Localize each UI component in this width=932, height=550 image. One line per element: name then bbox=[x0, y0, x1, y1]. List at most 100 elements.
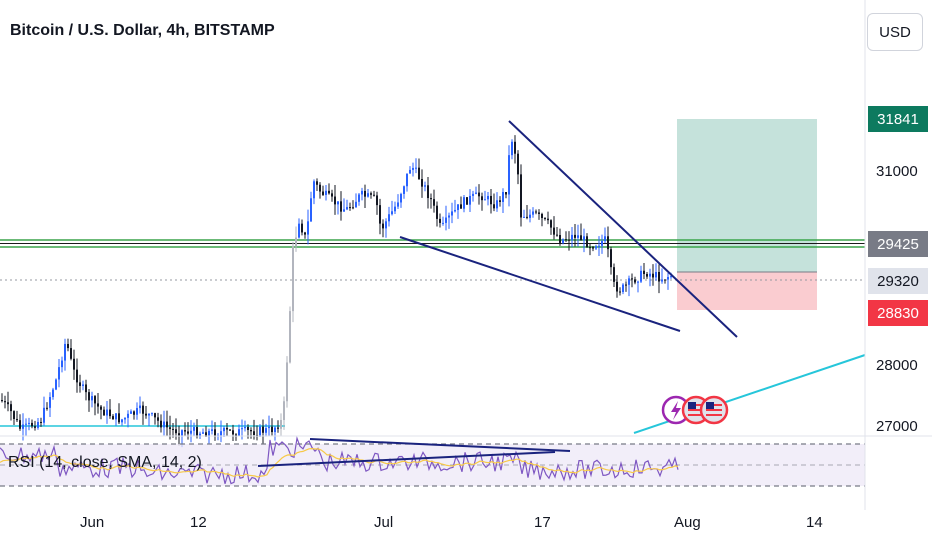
candle-body bbox=[226, 427, 228, 430]
candle-body bbox=[466, 197, 468, 205]
candle-body bbox=[607, 236, 609, 250]
candle-body bbox=[604, 236, 606, 242]
candle-body bbox=[46, 407, 48, 409]
candle-body bbox=[601, 241, 603, 246]
candle-body bbox=[133, 411, 135, 415]
candle-body bbox=[244, 427, 246, 429]
candle-body bbox=[448, 215, 450, 218]
candle-body bbox=[307, 221, 309, 235]
candle-body bbox=[268, 426, 270, 429]
candle-body bbox=[253, 431, 255, 436]
candle-body bbox=[232, 430, 234, 435]
candle-body bbox=[142, 405, 144, 414]
candle-body bbox=[397, 202, 399, 207]
y-tick-31000: 31000 bbox=[876, 163, 918, 180]
candle-body bbox=[304, 232, 306, 235]
candle-body bbox=[553, 227, 555, 235]
candle-body bbox=[454, 209, 456, 212]
candle-body bbox=[469, 195, 471, 205]
candle-body bbox=[160, 420, 162, 428]
x-tick-12: 12 bbox=[190, 514, 207, 531]
candle-body bbox=[517, 153, 519, 175]
candle-body bbox=[70, 348, 72, 359]
candle-body bbox=[316, 181, 318, 185]
candle-body bbox=[85, 384, 87, 393]
candle-body bbox=[418, 167, 420, 180]
candle-body bbox=[64, 343, 66, 361]
candle-body bbox=[37, 421, 39, 428]
candle-body bbox=[7, 402, 9, 405]
candle-body bbox=[337, 201, 339, 205]
candle-body bbox=[637, 281, 639, 283]
candle-body bbox=[346, 207, 348, 210]
candle-body bbox=[409, 169, 411, 174]
candle-body bbox=[532, 211, 534, 215]
candle-body bbox=[367, 193, 369, 197]
candle-body bbox=[13, 411, 15, 419]
candle-body bbox=[376, 195, 378, 206]
candle-body bbox=[208, 430, 210, 437]
candle-body bbox=[493, 204, 495, 209]
candle-body bbox=[22, 424, 24, 429]
candle-body bbox=[361, 190, 363, 195]
candle-body bbox=[187, 431, 189, 434]
candle-body bbox=[313, 181, 315, 199]
candle-body bbox=[40, 421, 42, 423]
candle-body bbox=[445, 217, 447, 223]
candle-body bbox=[433, 199, 435, 206]
candle-body bbox=[319, 184, 321, 192]
trendline-upper bbox=[508, 120, 738, 338]
candle-body bbox=[475, 192, 477, 194]
candle-body bbox=[547, 218, 549, 221]
candle-body bbox=[556, 234, 558, 236]
candle-body bbox=[505, 191, 507, 195]
candle-body bbox=[364, 190, 366, 197]
economic-events-icons[interactable] bbox=[661, 395, 729, 425]
candle-body bbox=[373, 194, 375, 196]
candle-body bbox=[34, 426, 36, 428]
candle-body bbox=[79, 382, 81, 386]
x-tick-jul: Jul bbox=[374, 514, 394, 531]
candle-body bbox=[331, 193, 333, 197]
candle-body bbox=[478, 192, 480, 197]
candle-body bbox=[211, 429, 213, 431]
candle-body bbox=[595, 246, 597, 249]
candle-body bbox=[250, 429, 252, 432]
x-tick-17: 17 bbox=[534, 514, 551, 531]
candle-body bbox=[196, 427, 198, 437]
candle-body bbox=[151, 413, 153, 415]
candle-body bbox=[340, 201, 342, 212]
candle-body bbox=[427, 185, 429, 199]
candle-body bbox=[247, 427, 249, 430]
candle-body bbox=[241, 428, 243, 430]
candle-body bbox=[502, 191, 504, 202]
candle-body bbox=[358, 194, 360, 202]
candle-body bbox=[598, 245, 600, 247]
candle-body bbox=[508, 155, 510, 195]
candle-body bbox=[451, 211, 453, 216]
candle-body bbox=[370, 193, 372, 195]
candle-body bbox=[124, 417, 126, 420]
candle-body bbox=[649, 273, 651, 277]
candle-body bbox=[439, 218, 441, 223]
candle-body bbox=[406, 173, 408, 187]
candle-body bbox=[238, 429, 240, 437]
candle-body bbox=[403, 186, 405, 194]
candle-body bbox=[139, 405, 141, 409]
candle-body bbox=[163, 421, 165, 428]
candle-body bbox=[538, 212, 540, 214]
candle-body bbox=[310, 198, 312, 222]
candle-body bbox=[661, 279, 663, 282]
candle-body bbox=[271, 426, 273, 433]
candle-body bbox=[430, 198, 432, 200]
currency-button[interactable]: USD bbox=[867, 13, 923, 51]
candle-body bbox=[460, 204, 462, 209]
candle-body bbox=[574, 234, 576, 238]
candle-body bbox=[301, 223, 303, 233]
candle-body bbox=[481, 196, 483, 201]
candle-body bbox=[379, 205, 381, 224]
candle-body bbox=[181, 430, 183, 436]
candle-body bbox=[424, 185, 426, 187]
price-tag-entry: 29425 bbox=[868, 231, 928, 257]
